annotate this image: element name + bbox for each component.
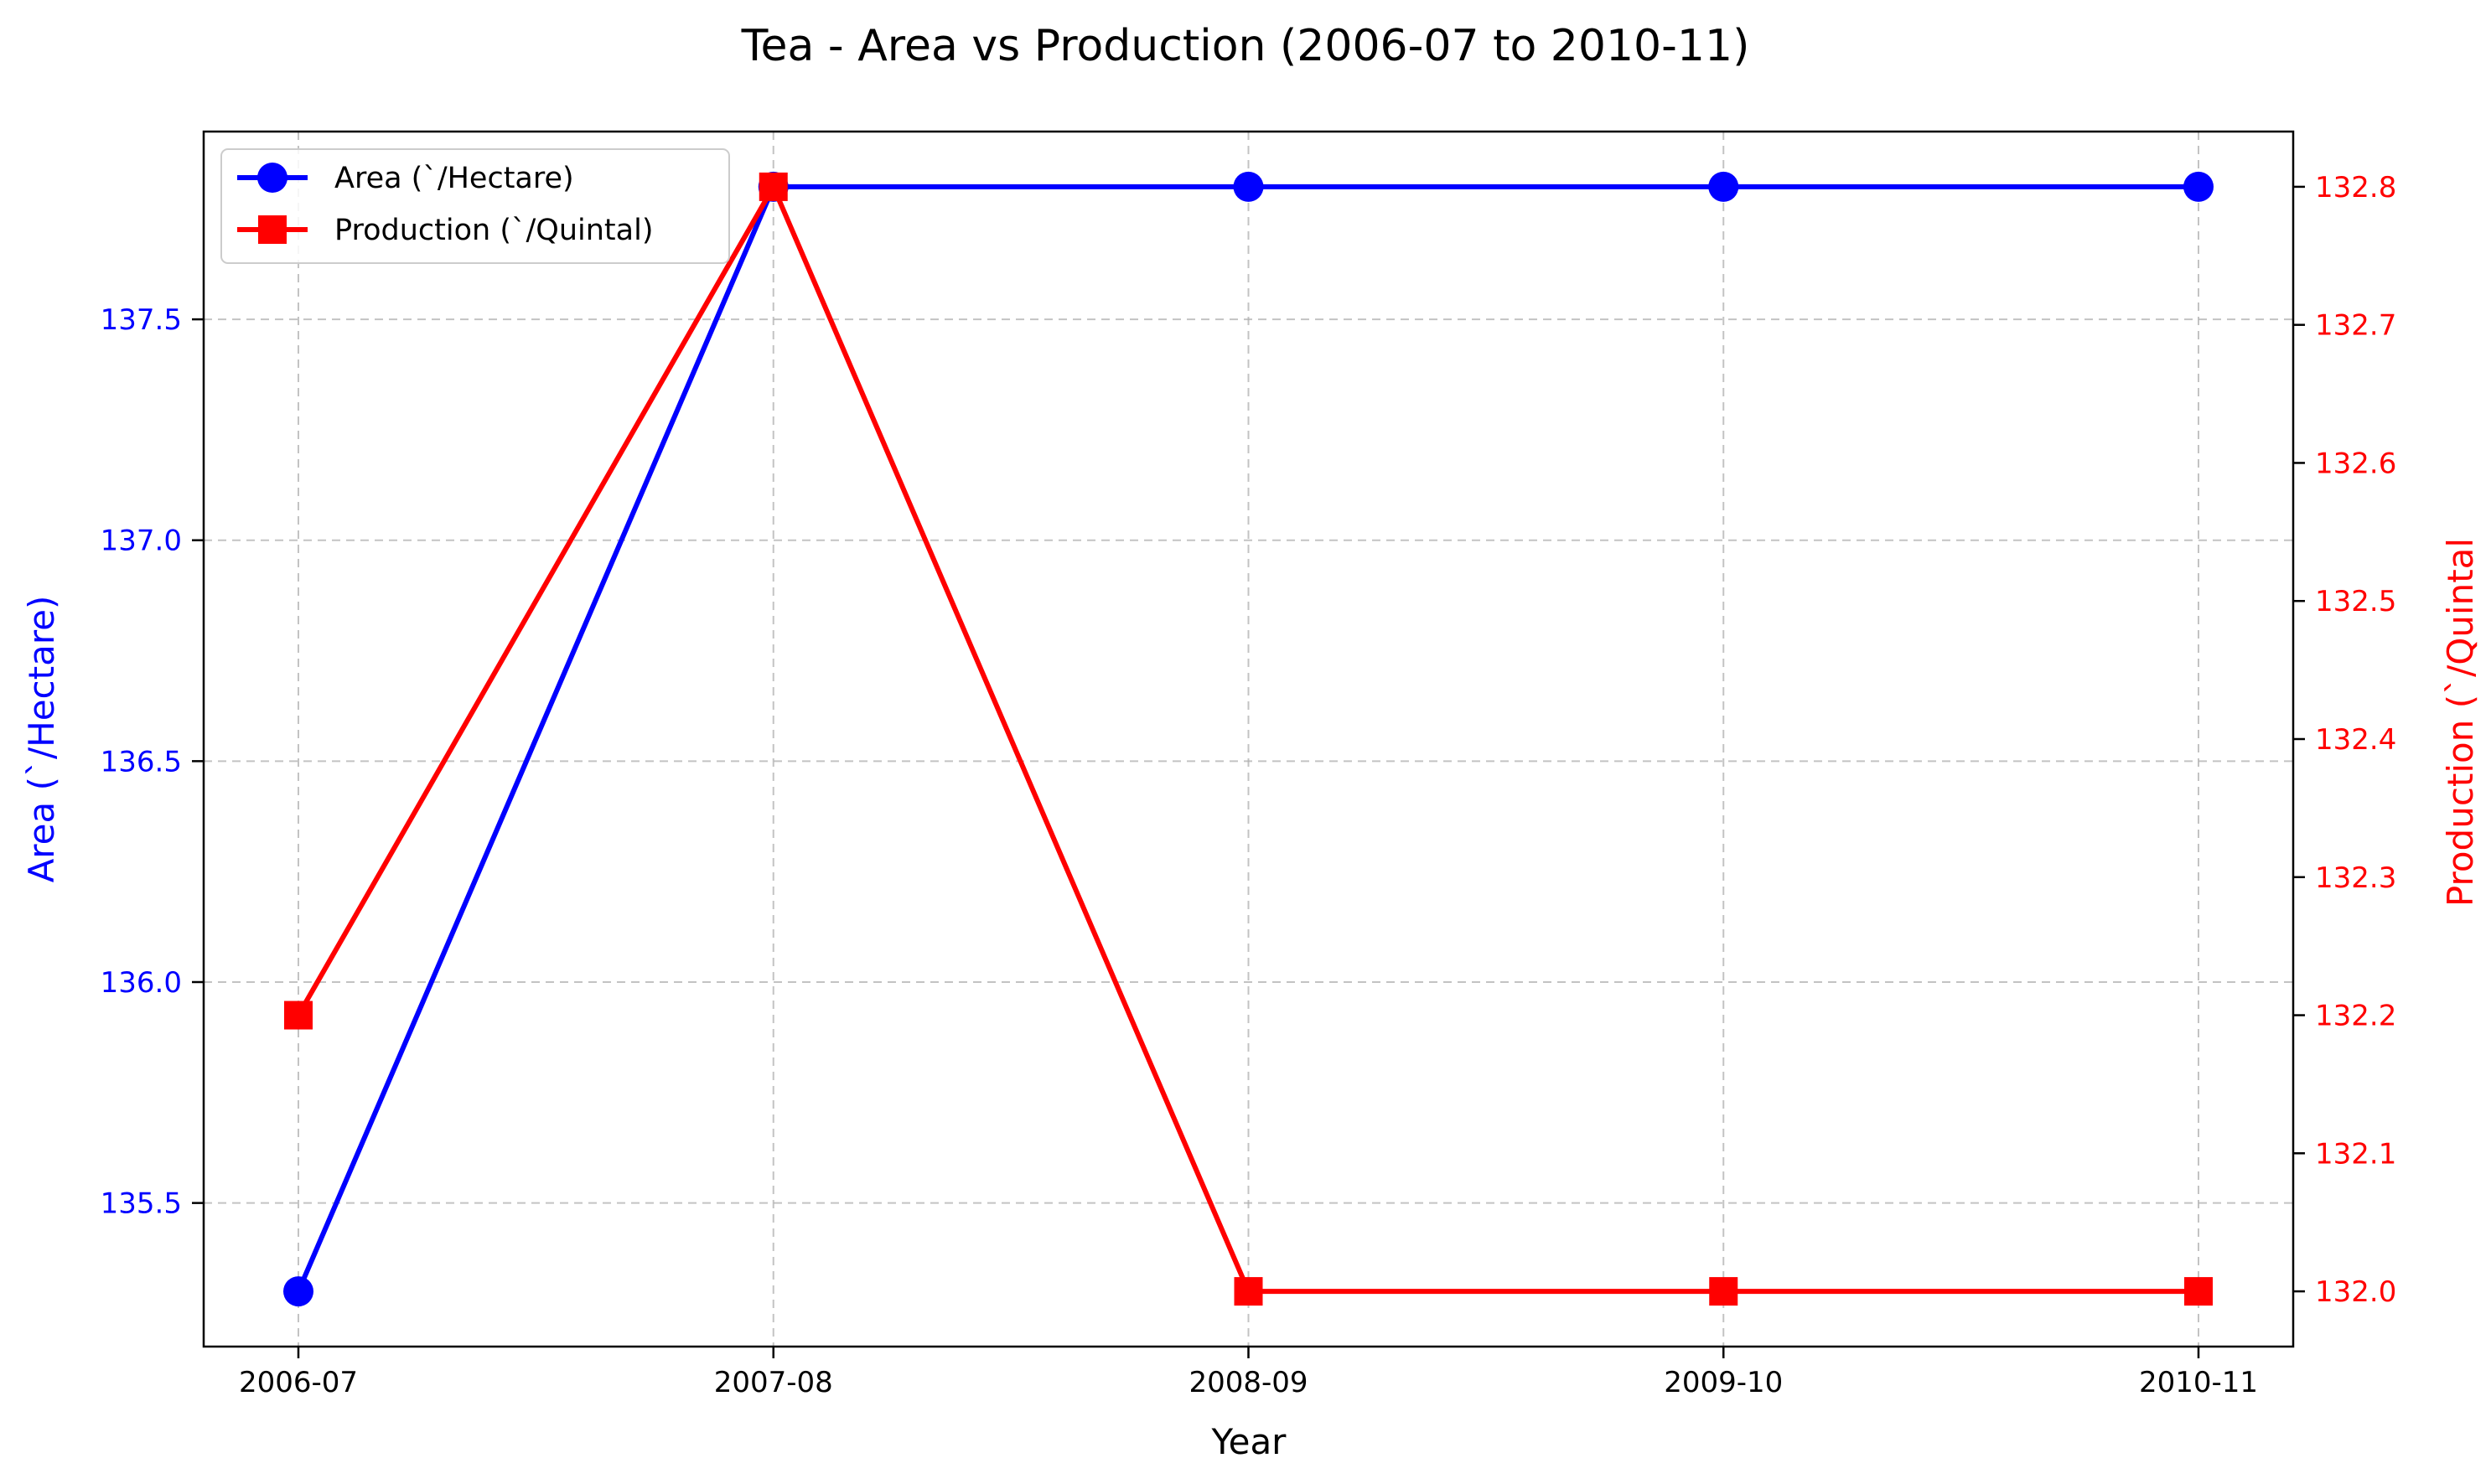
y-left-tick-label: 137.5 [101, 303, 182, 337]
y-left-tick-label: 137.0 [101, 525, 182, 558]
x-tick-label: 2006-07 [239, 1366, 358, 1399]
data-point [283, 1276, 313, 1307]
x-tick-label: 2007-08 [714, 1366, 833, 1399]
y-axis-left: 135.5 136.0 136.5 137.0 137.5 [101, 303, 204, 1221]
data-point [1709, 1277, 1738, 1306]
y-right-tick-label: 132.2 [2315, 1000, 2396, 1033]
y-right-tick-label: 132.8 [2315, 171, 2396, 204]
y-right-tick-label: 132.6 [2315, 447, 2396, 480]
data-point [2184, 1277, 2213, 1306]
x-tick-label: 2009-10 [1664, 1366, 1783, 1399]
y-axis-right-label: Production (`/Quintal [2440, 538, 2481, 907]
x-axis-label: Year [1211, 1421, 1287, 1462]
data-point [1233, 171, 1264, 202]
x-axis: 2006-07 2007-08 2008-09 2009-10 2010-11 [239, 1347, 2258, 1399]
chart-title: Tea - Area vs Production (2006-07 to 201… [741, 21, 1750, 71]
data-point [759, 172, 788, 201]
legend-label: Production (`/Quintal) [334, 214, 653, 247]
y-right-tick-label: 132.1 [2315, 1137, 2396, 1171]
legend-marker [258, 215, 287, 244]
legend-label: Area (`/Hectare) [334, 162, 574, 195]
y-left-tick-label: 135.5 [101, 1187, 182, 1221]
legend: Area (`/Hectare) Production (`/Quintal) [220, 148, 730, 264]
y-axis-left-label: Area (`/Hectare) [21, 596, 62, 883]
y-right-tick-label: 132.3 [2315, 861, 2396, 895]
y-axis-right: 132.0 132.1 132.2 132.3 132.4 132.5 132.6 132.7… [2293, 171, 2396, 1309]
y-left-tick-label: 136.5 [101, 745, 182, 778]
y-left-tick-label: 136.0 [101, 966, 182, 1000]
y-right-tick-label: 132.0 [2315, 1275, 2396, 1309]
x-tick-label: 2010-11 [2139, 1366, 2258, 1399]
data-point [2183, 171, 2214, 202]
grid [204, 132, 2293, 1347]
legend-marker [257, 163, 287, 193]
legend-box [220, 148, 730, 264]
x-tick-label: 2008-09 [1189, 1366, 1308, 1399]
y-right-tick-label: 132.5 [2315, 585, 2396, 618]
data-point [1234, 1277, 1263, 1306]
data-point [1708, 171, 1739, 202]
y-right-tick-label: 132.4 [2315, 723, 2396, 757]
y-right-tick-label: 132.7 [2315, 309, 2396, 343]
data-point [284, 1001, 313, 1030]
series-layer [283, 171, 2214, 1307]
